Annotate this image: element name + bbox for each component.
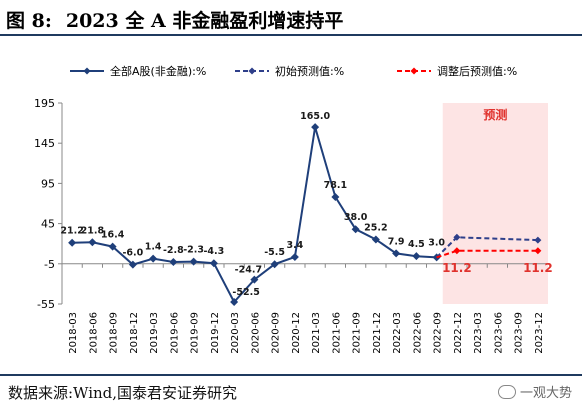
x-tick-label: 2020-09: [271, 312, 282, 354]
line-chart: 预测 -55 -5 45 95 145 195 2018-03 2018-06 2018-09 20…: [34, 64, 553, 354]
x-tick-label: 2019-12: [210, 312, 221, 354]
data-point: [371, 235, 380, 244]
data-label: 3.0: [428, 237, 445, 248]
forecast-region: [442, 103, 548, 304]
data-label: -5.5: [264, 247, 285, 258]
x-tick-label: 2022-09: [433, 312, 444, 354]
x-tick-label: 2021-03: [311, 312, 322, 354]
data-point: [351, 225, 360, 234]
data-point: [392, 249, 401, 258]
data-point: [169, 258, 178, 267]
data-point: [290, 253, 299, 262]
x-tick-label: 2019-09: [190, 312, 201, 354]
x-tick-label: 2018-12: [129, 312, 140, 354]
x-tick-label: 2023-09: [514, 312, 525, 354]
x-tick-label: 2020-12: [291, 312, 302, 354]
data-point: [68, 238, 77, 247]
x-tick-label: 2018-06: [88, 312, 99, 354]
data-label: -4.3: [203, 246, 224, 257]
watermark-text: 一观大势: [519, 386, 572, 401]
legend-swatch-marker: [410, 67, 418, 75]
x-tick-label: 2021-09: [352, 312, 363, 354]
data-label: 38.0: [344, 212, 368, 223]
forecast-data-label: 11.2: [523, 261, 553, 275]
source-note: 数据来源:Wind,国泰君安证券研究: [8, 384, 238, 402]
chart-title: 图 8: 2023 全 A 非金融盈利增速持平: [6, 6, 343, 33]
data-point: [453, 233, 461, 241]
data-label: 25.2: [364, 223, 387, 234]
legend-label: 初始预测值:%: [275, 64, 344, 78]
data-point: [534, 247, 542, 255]
data-point: [88, 238, 97, 247]
wechat-icon: [497, 385, 516, 399]
x-tick-label: 2023-06: [493, 312, 504, 354]
x-tick-label: 2020-03: [230, 312, 241, 354]
footer-rule: [0, 374, 582, 376]
data-label: 21.8: [81, 225, 105, 236]
y-tick-label: -5: [44, 258, 55, 271]
x-tick-label: 2022-06: [412, 312, 423, 354]
y-tick-label: 195: [34, 97, 55, 110]
data-point: [250, 275, 259, 284]
data-point: [331, 192, 340, 201]
forecast-data-label: 11.2: [442, 261, 472, 275]
data-point: [189, 257, 198, 266]
x-tick-label: 2022-12: [453, 312, 464, 354]
series-line-3: [436, 249, 538, 259]
data-point: [209, 259, 218, 268]
data-label: 7.9: [388, 236, 405, 247]
data-point: [453, 247, 461, 255]
legend-label: 全部A股(非金融):%: [110, 64, 206, 78]
x-tick-label: 2023-12: [534, 312, 545, 354]
data-label: -24.7: [235, 265, 262, 276]
x-tick-label: 2019-03: [149, 312, 160, 354]
legend-label: 调整后预测值:%: [437, 64, 517, 78]
x-tick-label: 2022-03: [392, 312, 403, 354]
data-label: 78.1: [324, 180, 347, 191]
header-rule: [0, 34, 582, 36]
data-label: -6.0: [122, 248, 143, 259]
data-point: [311, 123, 320, 132]
forecast-label: 预测: [483, 107, 507, 122]
figure-label: 图 8:: [6, 10, 52, 32]
data-point: [149, 254, 158, 263]
legend-swatch-marker: [83, 67, 91, 75]
data-point: [230, 297, 239, 306]
data-label: -52.5: [232, 287, 259, 298]
watermark: 一观大势: [497, 382, 572, 401]
x-tick-label: 2018-09: [109, 312, 120, 354]
data-point: [270, 260, 279, 269]
data-point: [108, 242, 117, 251]
y-tick-label: -55: [37, 298, 55, 311]
x-tick-label: 2018-03: [68, 312, 79, 354]
x-tick-label: 2019-06: [169, 312, 180, 354]
legend-swatch-marker: [248, 67, 256, 75]
data-label: 16.4: [101, 230, 125, 241]
data-label: 3.4: [286, 240, 303, 251]
x-tick-label: 2020-06: [250, 312, 261, 354]
y-tick-label: 95: [41, 177, 55, 190]
x-tick-label: 2021-12: [372, 312, 383, 354]
x-tick-label: 2023-03: [473, 312, 484, 354]
y-tick-label: 45: [41, 218, 55, 231]
x-tick-label: 2021-06: [331, 312, 342, 354]
data-label: 21.2: [60, 226, 83, 237]
data-point: [534, 236, 542, 244]
figure-title: 2023 全 A 非金融盈利增速持平: [65, 10, 344, 32]
data-point: [128, 260, 137, 269]
y-tick-label: 145: [34, 137, 55, 150]
data-label: 4.5: [408, 239, 425, 250]
data-label: -2.8: [163, 245, 184, 256]
data-label: 165.0: [300, 111, 330, 122]
data-point: [412, 252, 421, 261]
data-label: 1.4: [145, 242, 162, 253]
data-label: -2.3: [183, 245, 204, 256]
